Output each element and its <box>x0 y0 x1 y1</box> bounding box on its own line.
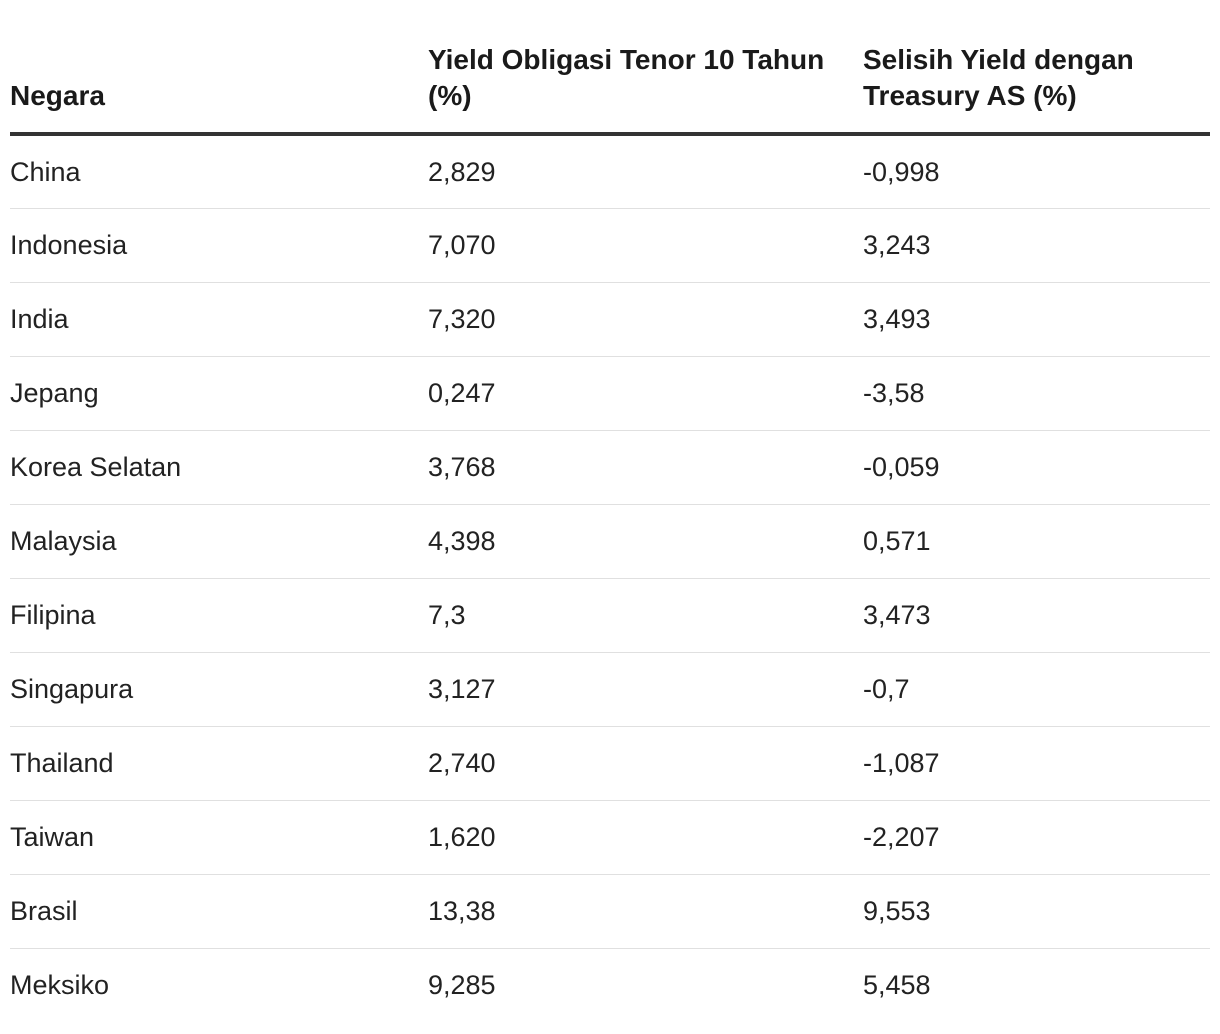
table-body: China 2,829 -0,998 Indonesia 7,070 3,243 India… <box>10 134 1210 1022</box>
cell-yield: 7,320 <box>428 282 863 357</box>
table-row: Filipina 7,3 3,473 <box>10 578 1210 653</box>
cell-country: Brasil <box>10 874 428 949</box>
table-row: India 7,320 3,493 <box>10 282 1210 357</box>
table-row: Meksiko 9,285 5,458 <box>10 948 1210 1022</box>
header-row: Negara Yield Obligasi Tenor 10 Tahun (%)… <box>10 0 1210 136</box>
table-row: Brasil 13,38 9,553 <box>10 874 1210 949</box>
table-row: Singapura 3,127 -0,7 <box>10 652 1210 727</box>
cell-spread: -2,207 <box>863 800 1210 875</box>
cell-spread: -0,7 <box>863 652 1210 727</box>
table-row: Indonesia 7,070 3,243 <box>10 208 1210 283</box>
cell-spread: 3,243 <box>863 208 1210 283</box>
table-row: Malaysia 4,398 0,571 <box>10 504 1210 579</box>
cell-yield: 7,070 <box>428 208 863 283</box>
cell-country: Singapura <box>10 652 428 727</box>
cell-country: Jepang <box>10 356 428 431</box>
cell-yield: 9,285 <box>428 970 496 1001</box>
cell-yield: 3,127 <box>428 652 863 727</box>
cell-spread: -3,58 <box>863 356 1210 431</box>
cell-yield: 2,740 <box>428 726 863 801</box>
column-header-yield: Yield Obligasi Tenor 10 Tahun (%) <box>428 0 863 136</box>
cell-yield: 7,3 <box>428 578 863 653</box>
cell-spread: 0,571 <box>863 504 1210 579</box>
cell-country: Filipina <box>10 578 428 653</box>
cell-country: Indonesia <box>10 208 428 283</box>
cell-spread: 3,473 <box>863 578 1210 653</box>
table-row: China 2,829 -0,998 <box>10 134 1210 209</box>
cell-country: Meksiko <box>10 970 110 1001</box>
cell-spread: 5,458 <box>863 970 931 1001</box>
cell-yield: 2,829 <box>428 134 863 209</box>
cell-spread: 3,493 <box>863 282 1210 357</box>
table-row: Korea Selatan 3,768 -0,059 <box>10 430 1210 505</box>
cell-spread: -0,998 <box>863 134 1210 209</box>
yield-table: Negara Yield Obligasi Tenor 10 Tahun (%)… <box>10 0 1210 1022</box>
yield-table-container: Negara Yield Obligasi Tenor 10 Tahun (%)… <box>10 0 1210 1022</box>
column-header-country: Negara <box>10 0 428 136</box>
cell-country: India <box>10 282 428 357</box>
cell-yield: 0,247 <box>428 356 863 431</box>
cell-yield: 1,620 <box>428 800 863 875</box>
table-header: Negara Yield Obligasi Tenor 10 Tahun (%)… <box>10 0 1210 136</box>
table-row: Taiwan 1,620 -2,207 <box>10 800 1210 875</box>
cell-yield: 3,768 <box>428 430 863 505</box>
cell-yield: 13,38 <box>428 874 863 949</box>
cell-country: China <box>10 134 428 209</box>
cell-yield: 4,398 <box>428 504 863 579</box>
cell-spread: -0,059 <box>863 430 1210 505</box>
table-row: Thailand 2,740 -1,087 <box>10 726 1210 801</box>
cell-country: Thailand <box>10 726 428 801</box>
cell-country: Taiwan <box>10 800 428 875</box>
cell-country: Korea Selatan <box>10 430 428 505</box>
cell-spread: -1,087 <box>863 726 1210 801</box>
cell-spread: 9,553 <box>863 874 1210 949</box>
column-header-spread: Selisih Yield dengan Treasury AS (%) <box>863 0 1210 136</box>
table-row: Jepang 0,247 -3,58 <box>10 356 1210 431</box>
cell-country: Malaysia <box>10 504 428 579</box>
